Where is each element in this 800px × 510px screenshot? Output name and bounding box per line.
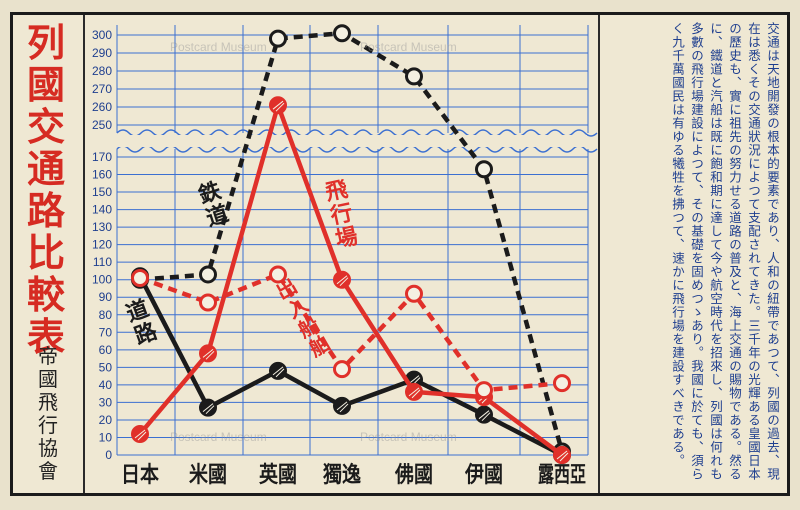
marker-hatch [336,275,349,287]
y-tick-label: 70 [99,325,113,339]
marker-hatch [272,100,285,112]
watermark: Postcard Museum [170,430,267,444]
x-tick-label: 佛國 [394,463,433,488]
watermark: Postcard Museum [360,40,457,54]
y-tick-label: 170 [92,150,112,164]
y-tick-label: 300 [92,28,112,42]
data-point [269,29,287,48]
publisher-char: 國 [38,367,58,391]
y-tick-label: 60 [99,343,113,357]
data-point [475,160,493,179]
series-label-airfield: 飛行場 [323,177,360,253]
y-tick-label: 130 [92,220,112,234]
title-char: 比 [26,231,65,275]
publisher-char: 協 [38,436,58,460]
x-tick-label: 米國 [189,463,227,488]
y-tick-label: 150 [92,185,112,199]
y-tick-label: 270 [92,82,112,96]
marker-hatch [556,450,569,462]
x-tick-label: 露西亞 [538,463,586,488]
postcard-frame [10,12,790,496]
y-tick-label: 80 [99,308,113,322]
series-label-railway: 鉄道 [195,178,231,232]
y-tick-label: 30 [99,395,113,409]
publisher-char: 飛 [38,390,58,414]
y-tick-label: 10 [99,430,113,444]
y-tick-label: 110 [93,255,112,269]
x-tick-label: 日本 [121,463,159,488]
data-point [553,374,571,393]
data-point [131,268,149,287]
y-tick-label: 20 [99,413,113,427]
title-char: 路 [26,189,65,233]
body-text: 交通は天地開發の根本的要素であり、人和の紐帶であつて、列國の過去、現在は悉くその… [670,22,780,481]
marker-hatch [408,387,421,399]
y-tick-label: 120 [92,238,112,252]
y-tick-label: 90 [99,290,113,304]
title-char: 較 [26,273,65,317]
break-gap [118,135,587,147]
publisher-char: 帝 [38,344,58,368]
title-char: 表 [26,315,65,359]
y-tick-label: 100 [92,273,112,287]
marker-hatch [478,410,491,422]
y-tick-label: 50 [99,360,113,374]
series-label-char: 飛 [323,177,350,206]
chart-title: 列國交通路比較表 [22,22,70,358]
publisher-label: 帝國飛行協會 [34,345,62,483]
data-point [475,381,493,400]
data-point [405,284,423,303]
title-char: 國 [26,63,65,107]
data-point [333,360,351,379]
x-tick-label: 英國 [259,463,297,488]
data-point [199,293,217,312]
publisher-char: 會 [38,459,58,483]
y-tick-label: 290 [92,46,112,60]
y-tick-label: 140 [92,203,112,217]
watermark: Postcard Museum [170,40,267,54]
title-char: 通 [26,147,65,191]
y-tick-label: 280 [92,64,112,78]
series-label-char: 場 [333,224,360,253]
watermark: Postcard Museum [360,430,457,444]
title-char: 交 [26,105,65,149]
y-tick-label: 40 [99,378,113,392]
data-point [199,265,217,284]
data-point [269,265,287,284]
text-column [598,15,787,493]
y-tick-label: 260 [92,100,112,114]
marker-hatch [202,403,215,415]
marker-hatch [202,348,215,360]
marker-hatch [336,401,349,413]
marker-hatch [272,366,285,378]
x-tick-label: 獨逸 [322,462,361,488]
data-point [333,24,351,43]
data-point [405,67,423,86]
title-char: 列 [26,21,65,65]
y-tick-label: 160 [92,168,112,182]
x-tick-label: 伊國 [464,462,503,488]
y-tick-label: 0 [105,448,112,462]
title-column [13,15,85,493]
publisher-char: 行 [38,413,58,437]
marker-hatch [134,429,147,441]
y-tick-label: 250 [92,118,112,132]
series-label-char: 行 [327,200,355,230]
